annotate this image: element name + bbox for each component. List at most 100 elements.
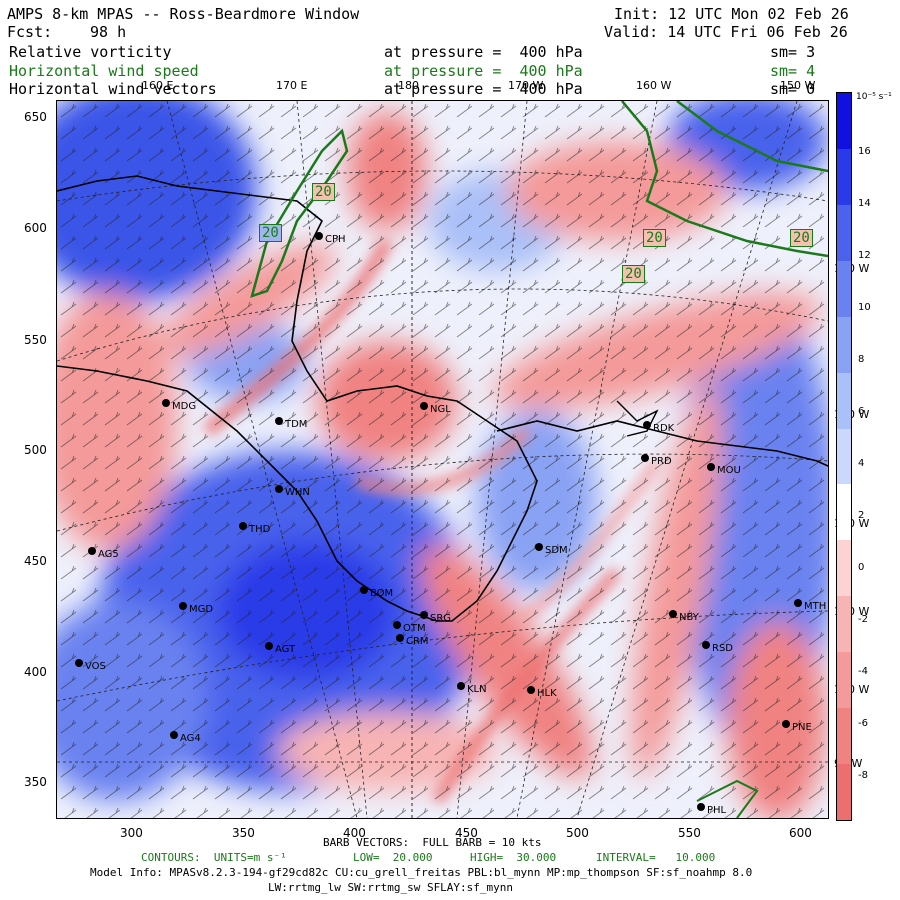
forecast-hours: 98 h [90, 23, 127, 41]
station-marker[interactable] [420, 611, 428, 619]
station-marker[interactable] [360, 586, 368, 594]
coastline [616, 400, 659, 437]
colorbar-segment [837, 652, 851, 709]
valid-time: Valid: 14 UTC Fri 06 Feb 26 [604, 23, 848, 41]
station-marker[interactable] [162, 399, 170, 407]
station-label: THD [249, 524, 271, 535]
x-tick: 350 [232, 826, 255, 840]
station-marker[interactable] [702, 641, 710, 649]
model-info-physics: LW:rrtmg_lw SW:rrtmg_sw SFLAY:sf_mynn [268, 881, 514, 894]
colorbar-tick: 16 [858, 146, 871, 157]
x-tick: 300 [120, 826, 143, 840]
station-label: MDG [172, 401, 197, 412]
station-label: AG5 [98, 549, 119, 560]
colorbar-segment [837, 484, 851, 541]
station-label: MOU [717, 465, 741, 476]
station-label: CRM [406, 636, 429, 647]
map-panel[interactable]: 20 20 20 20 20 CPH NGL MDG TDM WHN THD AG5 MGD A… [56, 100, 829, 819]
lon-label-180: 180 [398, 79, 419, 92]
wind-speed-contour [250, 128, 349, 298]
colorbar-segment [837, 764, 851, 820]
station-label: CPH [325, 234, 346, 245]
init-time: Init: 12 UTC Mon 02 Feb 26 [614, 5, 849, 23]
station-marker[interactable] [75, 659, 83, 667]
station-label: AG4 [180, 733, 201, 744]
station-marker[interactable] [275, 485, 283, 493]
field-3-level: at pressure = 400 hPa [384, 80, 583, 98]
colorbar-tick: 12 [858, 250, 871, 261]
field-2-smoothing: sm= 4 [770, 62, 816, 80]
station-marker[interactable] [315, 232, 323, 240]
lon-label-150w: 150 W [780, 79, 816, 92]
colorbar-tick: 10 [858, 302, 871, 313]
map-canvas [57, 101, 828, 818]
colorbar-tick: -6 [858, 718, 868, 729]
model-info: Model Info: MPASv8.2.3-194-gf29cd82c CU:… [90, 866, 753, 879]
colorbar-unit: 10⁻⁵ s⁻¹ [856, 92, 892, 102]
colorbar-segment [837, 316, 851, 373]
lon-label-160w: 160 W [636, 79, 672, 92]
x-tick: 500 [566, 826, 589, 840]
barb-legend: BARB VECTORS: FULL BARB = 10 kts [323, 836, 542, 849]
y-tick: 500 [24, 443, 47, 457]
station-marker[interactable] [457, 682, 465, 690]
station-marker[interactable] [643, 421, 651, 429]
station-marker[interactable] [265, 642, 273, 650]
field-2-level: at pressure = 400 hPa [384, 62, 583, 80]
station-label: SRG [430, 613, 452, 624]
station-label: SDM [545, 545, 568, 556]
forecast-label: Fcst: [7, 23, 53, 41]
contour-label: 20 [622, 265, 645, 283]
colorbar-segment [837, 260, 851, 317]
field-3-smoothing: sm= 0 [770, 80, 816, 98]
colorbar-tick: -4 [858, 666, 868, 677]
station-marker[interactable] [275, 417, 283, 425]
station-marker[interactable] [697, 803, 705, 811]
colorbar-tick: 4 [858, 458, 865, 469]
wind-barbs [57, 101, 828, 818]
x-tick: 400 [343, 826, 366, 840]
station-label: MGD [189, 604, 214, 615]
colorbar [836, 92, 852, 821]
contour-units: CONTOURS: UNITS=m s⁻¹ [141, 851, 287, 864]
station-marker[interactable] [669, 610, 677, 618]
colorbar-segment [837, 596, 851, 653]
field-1-smoothing: sm= 3 [770, 43, 816, 61]
contour-label: 20 [312, 183, 335, 201]
station-label: AGT [275, 644, 296, 655]
station-marker[interactable] [396, 634, 404, 642]
x-tick: 450 [455, 826, 478, 840]
y-tick: 600 [24, 221, 47, 235]
field-3-name: Horizontal wind vectors [9, 80, 217, 98]
x-tick: 550 [678, 826, 701, 840]
station-label: MTH [804, 601, 827, 612]
station-marker[interactable] [88, 547, 96, 555]
station-marker[interactable] [420, 402, 428, 410]
contour-label: 20 [259, 224, 282, 242]
station-marker[interactable] [170, 731, 178, 739]
colorbar-tick: 0 [858, 562, 865, 573]
y-tick: 550 [24, 333, 47, 347]
station-marker[interactable] [527, 686, 535, 694]
station-label: BOM [370, 588, 394, 599]
station-marker[interactable] [641, 454, 649, 462]
colorbar-segment [837, 540, 851, 597]
wind-speed-contour [696, 779, 759, 818]
station-marker[interactable] [393, 621, 401, 629]
colorbar-segment [837, 428, 851, 485]
contour-label: 20 [643, 229, 666, 247]
colorbar-tick: -8 [858, 770, 868, 781]
station-marker[interactable] [535, 543, 543, 551]
station-marker[interactable] [782, 720, 790, 728]
station-marker[interactable] [179, 602, 187, 610]
station-label: OTM [403, 623, 426, 634]
station-marker[interactable] [239, 522, 247, 530]
x-tick: 600 [789, 826, 812, 840]
station-marker[interactable] [707, 463, 715, 471]
coastline [57, 175, 538, 622]
colorbar-tick: -2 [858, 614, 868, 625]
y-tick: 400 [24, 665, 47, 679]
field-1-level: at pressure = 400 hPa [384, 43, 583, 61]
station-marker[interactable] [794, 599, 802, 607]
y-tick: 650 [24, 110, 47, 124]
